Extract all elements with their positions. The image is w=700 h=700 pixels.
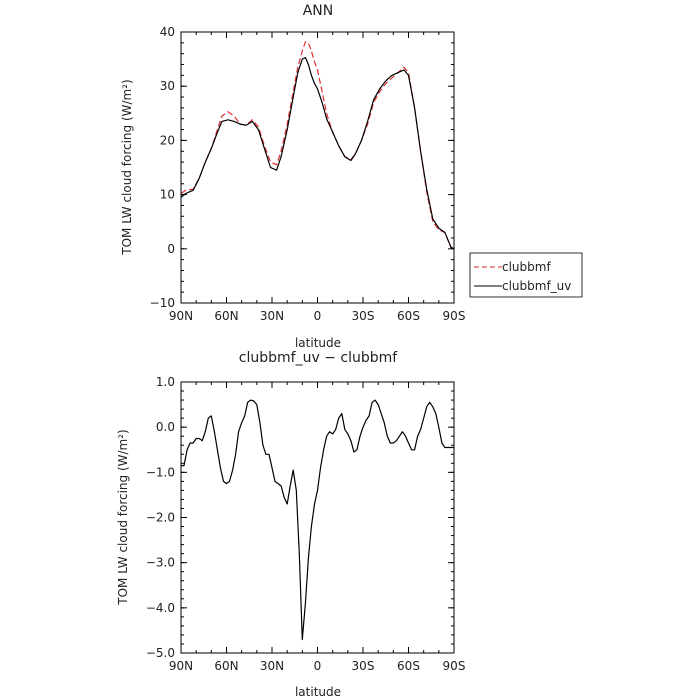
legend: clubbmf clubbmf_uv	[469, 252, 583, 298]
bottom-y-axis-label: TOM LW cloud forcing (W/m²)	[116, 429, 130, 606]
bottom-plot-area	[181, 399, 454, 641]
x-tick-label: 0	[314, 659, 322, 673]
x-tick-label: 60S	[397, 309, 420, 323]
bottom-x-ticks: 90N 60N 30N 0 30S 60S 90S	[169, 382, 466, 673]
y-tick-label: 0.0	[156, 420, 175, 434]
x-tick-label: 30N	[260, 659, 284, 673]
legend-box	[469, 252, 583, 298]
x-tick-label: 60N	[214, 309, 238, 323]
top-y-ticks: −10 0 10 20 30 40	[150, 25, 454, 310]
y-tick-label: 10	[160, 188, 175, 202]
x-tick-label: 30S	[352, 659, 375, 673]
top-panel: ANN 90N 60N 30N 0 30S 60S 90S −10 0 10 20 30 40 lat…	[120, 3, 465, 350]
y-tick-label: −5.0	[146, 646, 175, 660]
x-tick-label: 30S	[352, 309, 375, 323]
series-line-clubbmf-uv	[180, 56, 455, 250]
x-tick-label: 60S	[397, 659, 420, 673]
bottom-x-axis-label: latitude	[295, 685, 341, 699]
y-tick-label: −1.0	[146, 465, 175, 479]
top-plot-area	[180, 41, 455, 250]
y-tick-label: 40	[160, 25, 175, 39]
x-tick-label: 60N	[214, 659, 238, 673]
bottom-panel: clubbmf_uv − clubbmf 90N 60N 30N 0 30S 60S 90S…	[116, 350, 465, 699]
legend-label-clubbmf-uv: clubbmf_uv	[502, 279, 571, 293]
y-tick-label: 0	[167, 242, 175, 256]
x-tick-label: 90N	[169, 309, 193, 323]
y-tick-label: −10	[150, 296, 175, 310]
top-chart-title: ANN	[303, 3, 334, 19]
y-tick-label: −3.0	[146, 556, 175, 570]
bottom-y-ticks: −5.0 −4.0 −3.0 −2.0 −1.0 0.0 1.0	[146, 375, 454, 660]
y-tick-label: 1.0	[156, 375, 175, 389]
top-x-axis-label: latitude	[295, 336, 341, 350]
legend-label-clubbmf: clubbmf	[502, 260, 551, 274]
y-tick-label: 20	[160, 133, 175, 147]
x-tick-label: 30N	[260, 309, 284, 323]
top-y-axis-label: TOM LW cloud forcing (W/m²)	[120, 79, 134, 256]
y-tick-label: −2.0	[146, 511, 175, 525]
bottom-plot-frame	[180, 381, 455, 654]
y-tick-label: −4.0	[146, 601, 175, 615]
x-tick-label: 90S	[443, 659, 466, 673]
y-tick-label: 30	[160, 79, 175, 93]
x-tick-label: 90N	[169, 659, 193, 673]
series-line-difference-0	[181, 399, 454, 641]
series-line-clubbmf	[180, 41, 455, 250]
x-tick-label: 90S	[443, 309, 466, 323]
x-tick-label: 0	[314, 309, 322, 323]
bottom-chart-title: clubbmf_uv − clubbmf	[239, 350, 398, 366]
top-x-ticks: 90N 60N 30N 0 30S 60S 90S	[169, 32, 466, 323]
